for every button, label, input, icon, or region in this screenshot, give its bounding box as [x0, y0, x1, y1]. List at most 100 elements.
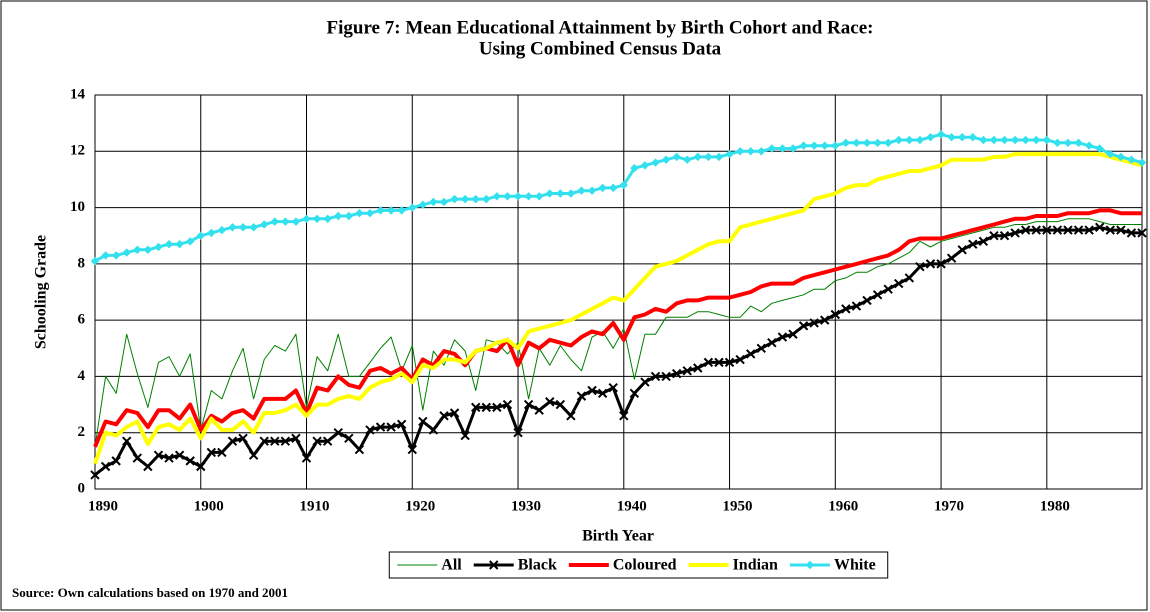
marker: [1042, 225, 1052, 235]
marker: [587, 385, 597, 396]
marker: [968, 239, 978, 249]
marker: [206, 447, 217, 458]
marker: [301, 453, 312, 463]
marker: [217, 447, 227, 458]
marker: [407, 444, 417, 455]
marker: [566, 411, 576, 421]
marker: [609, 183, 618, 193]
marker: [270, 436, 280, 446]
marker: [957, 245, 967, 255]
marker: [164, 453, 174, 463]
marker: [375, 422, 386, 432]
marker: [619, 411, 629, 421]
legend-label: All: [441, 557, 462, 574]
series-line: [94, 132, 1143, 263]
marker: [661, 371, 671, 382]
marker: [1137, 228, 1147, 238]
marker: [503, 192, 512, 201]
marker: [788, 329, 798, 339]
marker: [777, 332, 788, 342]
marker: [725, 149, 734, 159]
marker: [450, 194, 459, 204]
marker: [523, 399, 534, 410]
marker: [196, 231, 205, 240]
marker: [1000, 135, 1009, 145]
y-axis-label: Schooling Grade: [33, 235, 50, 349]
marker: [883, 138, 893, 148]
marker: [143, 461, 153, 472]
marker: [831, 141, 840, 150]
marker: [968, 133, 977, 142]
marker: [281, 217, 290, 226]
x-tick-label: 1920: [405, 498, 435, 514]
marker: [735, 354, 745, 365]
marker: [778, 144, 787, 153]
x-tick-label: 1980: [1040, 498, 1070, 514]
marker: [851, 301, 862, 311]
x-axis-label: Birth Year: [582, 528, 654, 545]
marker: [809, 141, 819, 150]
marker: [915, 135, 925, 145]
marker: [608, 382, 618, 393]
marker: [1137, 158, 1147, 167]
series-line: [94, 218, 1142, 447]
marker: [460, 194, 470, 204]
marker: [482, 194, 491, 204]
marker: [682, 366, 692, 376]
marker: [587, 186, 597, 195]
marker: [1084, 141, 1094, 150]
x-tick-label: 1960: [828, 498, 858, 514]
marker: [767, 144, 777, 153]
marker: [133, 245, 142, 254]
marker: [577, 186, 586, 195]
marker: [714, 152, 724, 162]
marker: [492, 402, 502, 413]
marker: [894, 135, 903, 145]
marker: [757, 147, 766, 156]
y-tick-label: 2: [78, 424, 86, 440]
marker: [100, 461, 111, 472]
marker: [978, 236, 989, 247]
marker: [597, 388, 608, 399]
marker: [841, 138, 851, 148]
legend-label: White: [834, 557, 876, 574]
marker: [534, 405, 544, 415]
source-note: Source: Own calculations based on 1970 a…: [12, 585, 288, 600]
marker: [619, 180, 628, 190]
marker: [111, 251, 121, 260]
marker: [471, 194, 480, 204]
marker: [1126, 228, 1137, 238]
marker: [502, 399, 513, 410]
y-tick-label: 6: [78, 312, 86, 328]
marker: [1105, 225, 1115, 235]
chart-title: Figure 7: Mean Educational Attainment by…: [327, 17, 874, 38]
marker: [862, 138, 872, 148]
marker: [365, 208, 375, 218]
marker: [745, 349, 756, 359]
marker: [1063, 138, 1073, 148]
legend: All Black Coloured Indian White: [388, 551, 889, 579]
marker: [805, 560, 815, 570]
y-tick-label: 8: [78, 255, 86, 271]
marker: [122, 248, 131, 257]
marker: [492, 192, 502, 201]
legend-label: Indian: [733, 557, 778, 574]
marker: [820, 141, 829, 150]
marker: [90, 470, 100, 480]
marker: [1063, 225, 1073, 235]
marker: [704, 152, 713, 162]
marker: [925, 259, 936, 269]
marker: [354, 444, 365, 455]
marker: [989, 135, 999, 145]
marker: [905, 135, 914, 145]
marker: [999, 231, 1010, 241]
marker: [555, 399, 566, 410]
marker: [820, 315, 830, 325]
marker: [185, 237, 195, 246]
legend-label: Black: [518, 557, 557, 574]
marker: [1073, 225, 1084, 235]
marker: [196, 461, 206, 472]
marker: [841, 304, 851, 314]
marker: [1042, 135, 1052, 145]
marker: [429, 197, 438, 207]
